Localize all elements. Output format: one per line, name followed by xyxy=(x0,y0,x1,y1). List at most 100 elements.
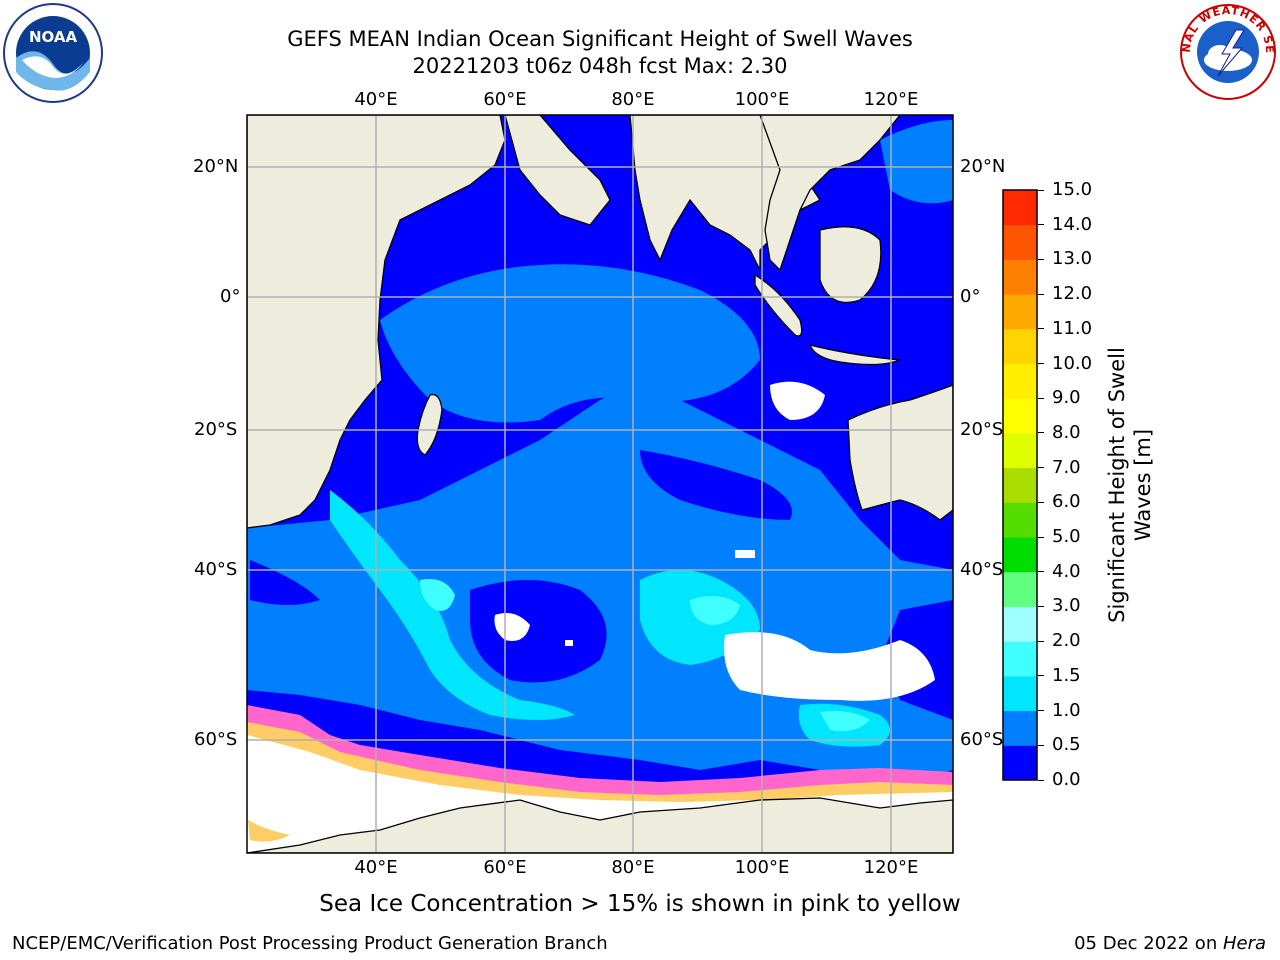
colorbar-segment xyxy=(1003,710,1037,746)
colorbar-label-line2: Waves [m] xyxy=(1131,428,1155,542)
footer-host: Hera xyxy=(1222,933,1266,954)
swell-band-0-0.5 xyxy=(250,450,792,683)
lat-label-right-0: 0° xyxy=(960,286,981,307)
colorbar-tick-mark xyxy=(1038,710,1044,712)
colorbar-segment xyxy=(1003,606,1037,642)
lat-label-right-60s: 60°S xyxy=(960,729,1004,750)
missing-data-patches xyxy=(494,381,935,701)
australia xyxy=(847,384,953,521)
lat-label-left-60s: 60°S xyxy=(194,729,238,750)
colorbar-segment xyxy=(1003,259,1037,295)
colorbar-tick-label: 11.0 xyxy=(1052,317,1093,339)
colorbar-tick-label: 0.5 xyxy=(1052,734,1081,756)
colorbar-segment xyxy=(1003,675,1037,712)
lon-label-top-120e: 120°E xyxy=(863,89,919,110)
borneo xyxy=(819,226,882,304)
sea-ice-footnote: Sea Ice Concentration > 15% is shown in … xyxy=(319,891,961,917)
colorbar-segment xyxy=(1003,328,1037,365)
footer-branch: NCEP/EMC/Verification Post Processing Pr… xyxy=(12,933,608,954)
colorbar-segment xyxy=(1003,537,1037,573)
colorbar-segment xyxy=(1003,294,1037,330)
colorbar-segment xyxy=(1003,502,1037,538)
colorbar-tick-label: 0.0 xyxy=(1052,769,1081,790)
map-subtitle: 20221203 t06z 048h fcst Max: 2.30 xyxy=(412,54,788,78)
colorbar-tick-label: 14.0 xyxy=(1052,213,1093,235)
lat-label-right-40s: 40°S xyxy=(960,559,1004,580)
lon-label-top-100e: 100°E xyxy=(734,89,790,110)
arabia xyxy=(504,115,611,226)
colorbar-tick-label: 12.0 xyxy=(1052,283,1093,305)
colorbar-tick-mark xyxy=(1038,536,1044,538)
colorbar-segment xyxy=(1003,745,1037,781)
colorbar-tick-label: 9.0 xyxy=(1052,387,1081,409)
lat-label-left-20n: 20°N xyxy=(193,156,239,177)
colorbar-segment xyxy=(1003,190,1037,226)
lat-label-left-20s: 20°S xyxy=(194,419,238,440)
colorbar-tick-label: 1.5 xyxy=(1052,664,1081,686)
lon-label-bottom-40e: 40°E xyxy=(354,857,398,878)
colorbar-tick-mark xyxy=(1038,640,1044,642)
colorbar-tick-mark xyxy=(1038,571,1044,573)
colorbar-tick-mark xyxy=(1038,258,1044,260)
java xyxy=(808,344,901,366)
colorbar-segment xyxy=(1003,467,1037,503)
madagascar xyxy=(416,393,443,456)
colorbar-tick-mark xyxy=(1038,293,1044,295)
se-asia xyxy=(759,115,901,272)
colorbar-label-line1: Significant Height of Swell xyxy=(1105,347,1129,623)
lat-label-left-40s: 40°S xyxy=(194,559,238,580)
lon-label-top-40e: 40°E xyxy=(354,89,398,110)
colorbar-frame xyxy=(1002,189,1038,781)
lon-label-top-60e: 60°E xyxy=(483,89,527,110)
antarctica xyxy=(247,797,953,853)
colorbar-tick-mark xyxy=(1038,224,1044,226)
colorbar-label: Significant Height of Swell Waves [m] xyxy=(1104,305,1156,665)
graticule xyxy=(247,115,953,853)
colorbar-segment xyxy=(1003,363,1037,399)
lat-label-right-20s: 20°S xyxy=(960,419,1004,440)
nws-logo: NATIONAL WEATHER SERVICE xyxy=(1178,2,1276,100)
map-frame xyxy=(246,114,954,854)
sumatra xyxy=(754,273,803,337)
colorbar-segment xyxy=(1003,224,1037,260)
colorbar-tick-label: 3.0 xyxy=(1052,595,1081,617)
colorbar-segment xyxy=(1003,571,1037,607)
colorbar-tick-mark xyxy=(1038,189,1044,191)
colorbar-tick-label: 4.0 xyxy=(1052,560,1081,582)
colorbar-tick-label: 15.0 xyxy=(1052,179,1093,200)
colorbar-tick-mark xyxy=(1038,432,1044,434)
colorbar-tick-mark xyxy=(1038,779,1044,781)
colorbar-tick-label: 2.0 xyxy=(1052,630,1081,652)
lat-label-right-20n: 20°N xyxy=(960,156,1006,177)
colorbar-tick-label: 8.0 xyxy=(1052,421,1081,443)
colorbar-tick-label: 1.0 xyxy=(1052,699,1081,721)
footer-date-text: 05 Dec 2022 on xyxy=(1074,933,1223,954)
lat-label-left-0: 0° xyxy=(220,286,241,307)
colorbar xyxy=(1002,189,1038,781)
noaa-logo: NOAA xyxy=(3,3,103,103)
colorbar-tick-label: 6.0 xyxy=(1052,491,1081,513)
colorbar-tick-label: 10.0 xyxy=(1052,352,1093,374)
colorbar-tick-mark xyxy=(1038,675,1044,677)
footer-date: 05 Dec 2022 on Hera xyxy=(1074,933,1266,954)
colorbar-segment xyxy=(1003,432,1037,469)
noaa-logo-text: NOAA xyxy=(29,28,78,46)
colorbar-segment xyxy=(1003,398,1037,434)
lon-label-bottom-100e: 100°E xyxy=(734,857,790,878)
map-title: GEFS MEAN Indian Ocean Significant Heigh… xyxy=(287,27,913,51)
colorbar-tick-mark xyxy=(1038,467,1044,469)
lon-label-bottom-80e: 80°E xyxy=(611,857,655,878)
colorbar-tick-label: 5.0 xyxy=(1052,526,1081,548)
lon-label-top-80e: 80°E xyxy=(611,89,655,110)
colorbar-tick-mark xyxy=(1038,744,1044,746)
swell-band-1.5-2.0 xyxy=(420,579,870,732)
colorbar-tick-mark xyxy=(1038,605,1044,607)
colorbar-tick-mark xyxy=(1038,501,1044,503)
colorbar-tick-label: 13.0 xyxy=(1052,248,1093,270)
colorbar-tick-mark xyxy=(1038,363,1044,365)
lon-label-bottom-120e: 120°E xyxy=(863,857,919,878)
colorbar-tick-label: 7.0 xyxy=(1052,456,1081,478)
colorbar-segment xyxy=(1003,641,1037,677)
colorbar-tick-mark xyxy=(1038,328,1044,330)
